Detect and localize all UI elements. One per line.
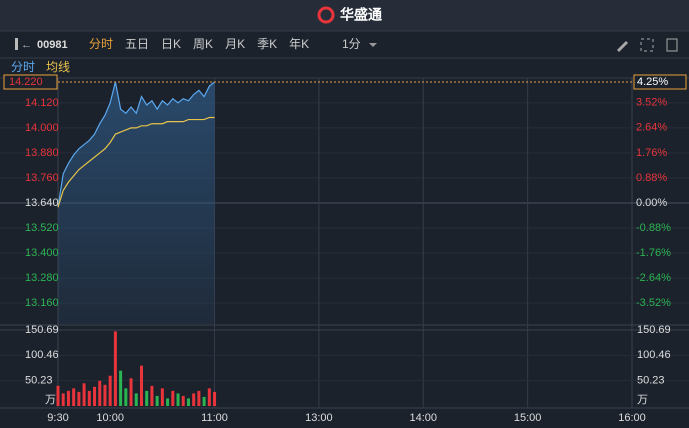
volume-bar [181, 395, 185, 406]
y-tick-label: 13.640 [25, 197, 59, 209]
volume-bar [77, 391, 81, 406]
interval-select[interactable]: 1分 [342, 37, 361, 51]
average-line [57, 116, 215, 208]
y2-tick-label: 3.52% [636, 97, 667, 109]
volume-tick-label: 150.69 [25, 324, 59, 336]
y-tick-label: 13.280 [25, 272, 59, 284]
volume-bar [87, 390, 91, 406]
tab[interactable]: 日K [161, 37, 181, 51]
tab[interactable]: 五日 [125, 37, 149, 51]
x-tick-label: 10:00 [96, 412, 124, 424]
volume-tick-label: 100.46 [637, 349, 671, 361]
volume-bar [72, 388, 76, 406]
volume-bar [197, 390, 201, 406]
x-tick-label: 13:00 [305, 412, 333, 424]
volume-bar [150, 385, 154, 406]
y2-tick-label: 0.00% [636, 197, 667, 209]
tab[interactable]: 月K [225, 37, 245, 51]
volume-bar [186, 398, 190, 406]
y-tick-label: 14.000 [25, 122, 59, 134]
volume-bar [129, 378, 133, 406]
last-change: 4.25% [637, 76, 668, 88]
volume-bar [98, 380, 102, 406]
volume-bar [108, 375, 112, 406]
tab[interactable]: 周K [193, 37, 213, 51]
settings-icon[interactable] [666, 38, 678, 52]
price-line [57, 81, 215, 208]
y2-tick-label: 0.88% [636, 172, 667, 184]
last-price-box [3, 74, 58, 90]
legend-item: 均线 [46, 60, 70, 74]
volume-bar [171, 390, 175, 406]
volume-bar [66, 390, 70, 406]
y-tick-label: 14.120 [25, 97, 59, 109]
volume-bar [160, 388, 164, 406]
x-tick-label: 9:30 [47, 412, 68, 424]
collapse-icon[interactable] [15, 38, 18, 50]
volume-bar [176, 393, 180, 406]
last-price: 14.220 [9, 76, 43, 88]
volume-bar [61, 393, 65, 406]
volume-bar [82, 383, 86, 406]
tab[interactable]: 季K [257, 37, 277, 51]
y-tick-label: 13.880 [25, 147, 59, 159]
volume-tick-label: 100.46 [25, 349, 59, 361]
legend-item: 分时 [11, 60, 35, 74]
y2-tick-label: -2.64% [636, 272, 671, 284]
collapse-arrow[interactable]: ← [21, 39, 32, 51]
volume-bar [155, 395, 159, 406]
last-change-box [633, 74, 687, 90]
volume-tick-label: 150.69 [637, 324, 671, 336]
title-bar [0, 0, 689, 31]
x-tick-label: 11:00 [201, 412, 228, 424]
volume-bar [103, 384, 107, 406]
volume-bar [192, 393, 196, 406]
y2-tick-label: -1.76% [636, 247, 671, 259]
y2-tick-label: -0.88% [636, 222, 671, 234]
tab[interactable]: 年K [289, 37, 309, 51]
y2-tick-label: 2.64% [636, 122, 667, 134]
y-tick-label: 13.160 [25, 297, 59, 309]
brand: 华盛通 [340, 7, 382, 23]
tab[interactable]: 分时 [89, 37, 113, 51]
volume-tick-label: 50.23 [25, 375, 53, 387]
x-tick-label: 15:00 [514, 412, 542, 424]
x-tick-label: 14:00 [410, 412, 438, 424]
y-tick-label: 13.760 [25, 172, 59, 184]
volume-bar [139, 365, 143, 406]
volume-unit: 万 [637, 394, 648, 406]
volume-bar [119, 370, 123, 406]
y-tick-label: 13.520 [25, 222, 59, 234]
volume-bar [134, 393, 138, 406]
dropdown-arrow[interactable] [369, 43, 377, 47]
x-tick-label: 16:00 [618, 412, 646, 424]
volume-tick-label: 50.23 [637, 375, 665, 387]
volume-bar [207, 388, 211, 406]
logo-icon [317, 6, 335, 24]
volume-bar [202, 396, 206, 406]
volume-bar [145, 390, 149, 406]
volume-unit: 万 [45, 394, 56, 406]
volume-bar [166, 398, 170, 406]
y2-tick-label: -3.52% [636, 297, 671, 309]
price-area [58, 82, 215, 324]
y-tick-label: 13.400 [25, 247, 59, 259]
draw-icon[interactable] [617, 41, 628, 52]
volume-bar [213, 391, 217, 406]
volume-bar [113, 331, 117, 406]
fullscreen-icon[interactable] [640, 38, 654, 52]
y2-tick-label: 1.76% [636, 147, 667, 159]
volume-bar [93, 386, 97, 406]
volume-bar [56, 385, 60, 406]
volume-bar [124, 388, 128, 406]
stock-code: 00981 [37, 39, 68, 51]
